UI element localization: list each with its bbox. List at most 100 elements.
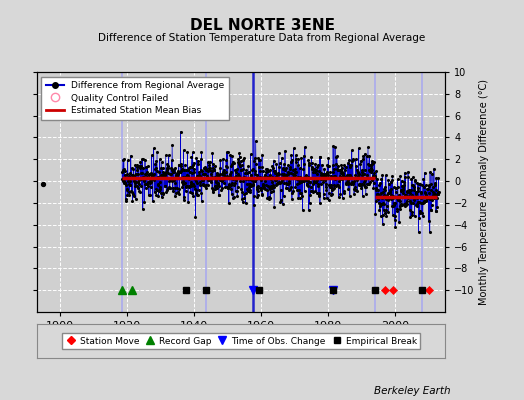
Point (428, 202, 436, 208)
Point (397, 187, 406, 194)
Point (166, 170, 174, 177)
Point (243, 187, 252, 194)
Point (182, 166, 190, 173)
Point (145, 192, 153, 198)
Point (170, 176, 179, 182)
Point (141, 181, 149, 187)
Point (237, 162, 246, 168)
Point (330, 166, 339, 173)
Point (151, 166, 159, 172)
Point (153, 148, 161, 155)
Point (326, 172, 335, 179)
Point (196, 179, 204, 186)
Point (247, 183, 255, 190)
Point (258, 164, 266, 170)
Point (135, 180, 143, 187)
Point (129, 172, 137, 179)
Point (235, 174, 243, 180)
Point (432, 208, 440, 214)
Point (284, 181, 292, 187)
Point (423, 195, 431, 201)
Point (129, 166, 137, 172)
Point (276, 199, 285, 206)
Point (368, 173, 377, 179)
Point (303, 175, 311, 182)
Point (198, 198, 206, 204)
Point (297, 178, 305, 184)
Point (274, 180, 282, 186)
Point (334, 167, 342, 174)
Point (215, 177, 224, 184)
Point (235, 150, 244, 156)
Point (364, 160, 372, 167)
Point (363, 172, 372, 178)
Point (148, 172, 157, 178)
Point (192, 178, 200, 184)
Point (278, 154, 286, 161)
Point (267, 176, 275, 182)
Point (165, 152, 173, 158)
Point (186, 189, 194, 196)
Point (279, 192, 288, 199)
Point (281, 147, 289, 154)
Point (154, 174, 162, 180)
Point (433, 190, 442, 197)
Point (213, 184, 221, 191)
Point (257, 177, 265, 183)
Point (184, 182, 193, 189)
Point (132, 179, 140, 186)
Point (124, 192, 133, 198)
Point (398, 202, 407, 208)
Point (358, 172, 367, 178)
Point (209, 189, 217, 196)
Point (202, 166, 211, 172)
Point (419, 213, 427, 219)
Point (280, 170, 288, 177)
Point (180, 197, 188, 204)
Point (215, 183, 224, 190)
Point (171, 193, 179, 199)
Point (175, 191, 183, 198)
Point (39, 181, 48, 188)
Point (145, 171, 153, 178)
Point (118, 169, 126, 175)
Point (348, 180, 356, 186)
Point (314, 192, 323, 198)
Point (243, 186, 251, 192)
Point (237, 186, 245, 192)
Point (434, 175, 443, 181)
Point (403, 188, 411, 194)
Point (132, 170, 140, 177)
Point (254, 188, 263, 194)
Point (151, 165, 160, 172)
Point (238, 189, 246, 195)
Point (185, 168, 194, 175)
Point (120, 166, 128, 172)
Point (405, 194, 413, 200)
Point (298, 178, 307, 184)
Point (183, 149, 192, 155)
Point (335, 178, 343, 184)
Point (259, 180, 267, 187)
Point (139, 178, 148, 185)
Point (283, 180, 291, 187)
Point (355, 182, 363, 189)
Point (293, 174, 302, 180)
Point (363, 181, 371, 187)
Point (247, 174, 255, 180)
Point (192, 155, 201, 162)
Point (188, 164, 196, 170)
Point (372, 198, 380, 204)
Point (314, 183, 322, 190)
Point (411, 178, 419, 184)
Point (150, 189, 159, 195)
Point (350, 191, 358, 197)
Point (338, 176, 346, 182)
Legend: Station Move, Record Gap, Time of Obs. Change, Empirical Break: Station Move, Record Gap, Time of Obs. C… (62, 333, 420, 349)
Point (268, 185, 276, 191)
Point (187, 154, 195, 160)
Point (136, 176, 145, 182)
Point (392, 195, 401, 201)
Point (169, 185, 177, 191)
Point (228, 195, 237, 202)
